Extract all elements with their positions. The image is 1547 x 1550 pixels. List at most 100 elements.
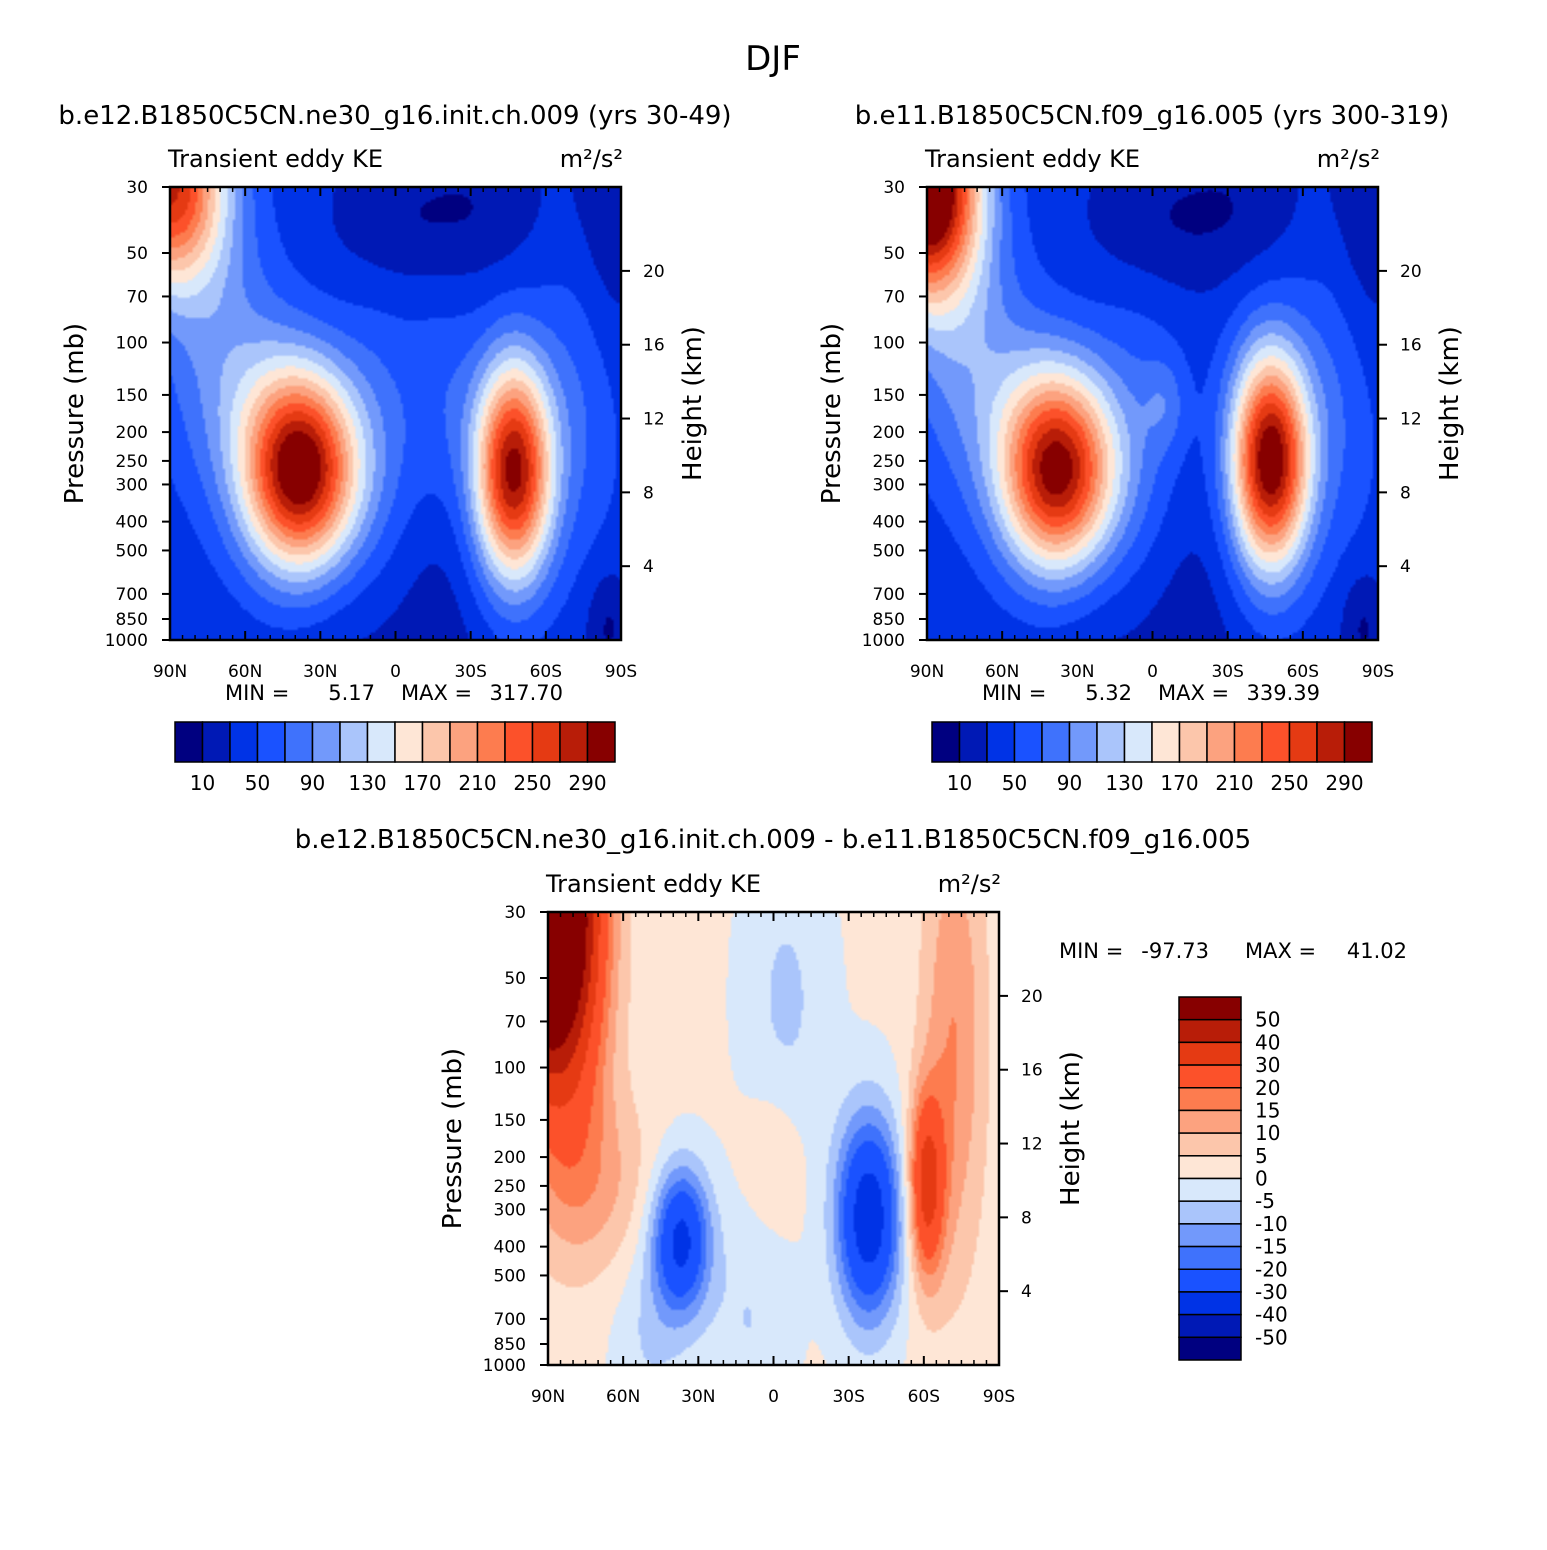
colorbar-box: [1178, 721, 1208, 763]
colorbar-label: -30: [1255, 1280, 1288, 1304]
colorbar-box: [229, 721, 259, 763]
max-label: MAX =: [401, 681, 472, 705]
y2-tick-label: 20: [643, 262, 665, 282]
x-tick-label: 90S: [605, 662, 637, 682]
colorbar-box: [1178, 1291, 1242, 1316]
colorbar-box: [1178, 1223, 1242, 1248]
min-value: -97.73: [1141, 939, 1209, 963]
colorbar-label: 30: [1255, 1053, 1280, 1077]
colorbar-box: [1178, 1018, 1242, 1044]
x-tick-label: 30N: [681, 1387, 715, 1407]
x-tick-label: 60N: [985, 662, 1019, 682]
y2-tick-label: 12: [1400, 410, 1422, 430]
max-value: 41.02: [1347, 939, 1407, 963]
y2-tick-label: 8: [1021, 1208, 1032, 1228]
y-tick-label: 30: [883, 178, 905, 198]
y-tick-label: 500: [116, 541, 148, 561]
colorbar-label: 130: [348, 771, 386, 795]
colorbar-box: [1178, 1087, 1242, 1112]
colorbar-label: 170: [1160, 771, 1198, 795]
y-tick-label: 500: [873, 541, 905, 561]
colorbar-label: 5: [1255, 1144, 1268, 1168]
contour-field: [170, 187, 621, 640]
colorbar-box: [394, 721, 424, 763]
y-tick-label: 1000: [105, 631, 148, 651]
colorbar-box: [1178, 1336, 1242, 1361]
max-label: MAX =: [1158, 681, 1229, 705]
contour-field: [548, 912, 999, 1365]
y2-tick-label: 8: [1400, 483, 1411, 503]
colorbar-box: [311, 721, 341, 763]
y2-axis-title: Height (km): [1056, 1051, 1086, 1206]
y2-tick-label: 16: [1021, 1061, 1043, 1081]
colorbar-label: 10: [947, 771, 972, 795]
y-tick-label: 70: [504, 1012, 526, 1032]
colorbar-box: [284, 721, 314, 763]
colorbar-box: [449, 721, 479, 763]
y-tick-label: 1000: [862, 631, 905, 651]
max-value: 339.39: [1247, 681, 1320, 705]
left-string: Transient eddy KE: [545, 870, 761, 898]
units-label: m²/s²: [560, 145, 623, 173]
contour-field: [927, 187, 1378, 640]
colorbar-box: [339, 721, 369, 763]
y-tick-label: 50: [504, 969, 526, 989]
colorbar-label: -5: [1255, 1189, 1275, 1213]
colorbar-box: [586, 721, 616, 763]
y2-tick-label: 16: [1400, 336, 1422, 356]
min-label: MIN =: [225, 681, 289, 705]
colorbar-label: 50: [1255, 1008, 1280, 1032]
y2-axis-title: Height (km): [1435, 326, 1465, 481]
colorbar-box: [559, 721, 589, 763]
colorbar-box: [1178, 1041, 1242, 1066]
y-tick-label: 700: [116, 585, 148, 605]
colorbar-box: [476, 721, 506, 763]
colorbar-box: [1178, 1155, 1242, 1180]
x-tick-label: 0: [1147, 662, 1158, 682]
colorbar-label: 90: [300, 771, 325, 795]
y-tick-label: 150: [494, 1111, 526, 1131]
x-tick-label: 60S: [530, 662, 562, 682]
y-tick-label: 250: [116, 452, 148, 472]
y-tick-label: 250: [873, 452, 905, 472]
colorbar-label: 250: [513, 771, 551, 795]
colorbar-label: 210: [1215, 771, 1253, 795]
max-value: 317.70: [490, 681, 563, 705]
min-value: 5.32: [1085, 681, 1132, 705]
colorbar-box: [1316, 721, 1346, 763]
y-tick-label: 150: [873, 386, 905, 406]
colorbar-box: [1068, 721, 1098, 763]
colorbar-label: 50: [1002, 771, 1027, 795]
colorbar-box: [1233, 721, 1263, 763]
x-tick-label: 30S: [1211, 662, 1243, 682]
y-tick-label: 700: [873, 585, 905, 605]
y-tick-label: 850: [494, 1335, 526, 1355]
x-tick-label: 90S: [1362, 662, 1394, 682]
colorbar-label: 15: [1255, 1098, 1280, 1122]
y-tick-label: 1000: [483, 1356, 526, 1376]
y2-tick-label: 12: [1021, 1135, 1043, 1155]
y-tick-label: 400: [116, 513, 148, 533]
y2-tick-label: 16: [643, 336, 665, 356]
y-tick-label: 50: [883, 244, 905, 264]
y2-axis-title: Height (km): [678, 326, 708, 481]
panel-title: b.e12.B1850C5CN.ne30_g16.init.ch.009 - b…: [295, 825, 1251, 855]
y2-tick-label: 8: [643, 483, 654, 503]
colorbar-label: 290: [1325, 771, 1363, 795]
figure-title: DJF: [745, 39, 801, 79]
x-tick-label: 60S: [908, 1387, 940, 1407]
y-tick-label: 700: [494, 1310, 526, 1330]
x-tick-label: 60N: [228, 662, 262, 682]
colorbar-label: -40: [1255, 1303, 1288, 1327]
colorbar-label: 90: [1057, 771, 1082, 795]
colorbar-box: [931, 721, 961, 763]
colorbar-label: 10: [190, 771, 215, 795]
colorbar-box: [1343, 721, 1373, 763]
colorbar-box: [531, 721, 561, 763]
colorbar-box: [421, 721, 451, 763]
colorbar-label: 20: [1255, 1076, 1280, 1100]
y-tick-label: 200: [873, 423, 905, 443]
y-tick-label: 850: [116, 610, 148, 630]
colorbar-box: [1178, 1109, 1242, 1134]
